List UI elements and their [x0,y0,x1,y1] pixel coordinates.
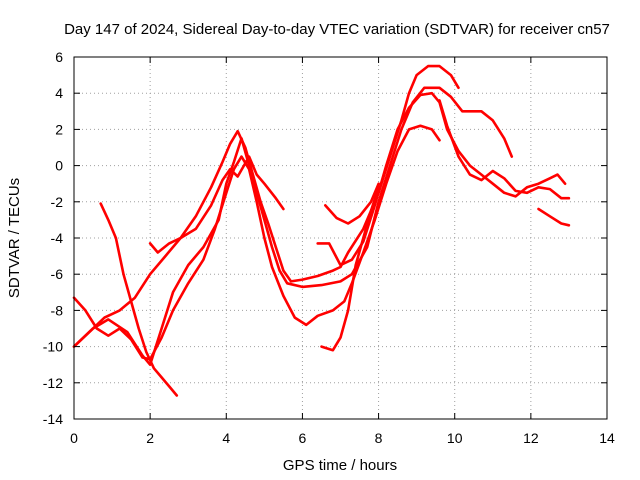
y-tick-label: -4 [51,230,64,246]
series-sat-d [99,202,179,397]
x-tick-label: 6 [299,430,307,446]
series-sat-f [316,91,567,267]
series-sat-j [537,207,571,227]
y-tick-label: -8 [51,302,64,318]
y-tick-label: 4 [55,85,63,101]
y-axis-label: SDTVAR / TECUs [6,178,23,298]
y-tick-label: 2 [55,121,63,137]
y-tick-label: -14 [43,411,63,427]
series-layer [72,64,571,397]
series-sat-a [72,64,460,348]
x-tick-label: 4 [222,430,230,446]
series-sat-i [438,99,571,200]
series-sat-b [72,86,514,366]
x-tick-label: 0 [70,430,78,446]
x-tick-label: 14 [599,430,615,446]
x-tick-label: 10 [447,430,463,446]
y-tick-label: 0 [55,158,63,174]
y-tick-label: 6 [55,49,63,65]
series-sat-e [148,155,285,254]
y-tick-label: -10 [43,339,63,355]
ticks: 0 2 4 6 8 10 12 14 -14 -12 -10 -8 -6 -4 -2 0 2 4 6 [43,49,615,446]
series-sat-g [324,182,380,225]
series-sat-h [320,186,380,352]
y-tick-label: -12 [43,375,63,391]
grid [74,57,607,419]
series-sat-c [72,124,441,361]
chart-title: Day 147 of 2024, Sidereal Day-to-day VTE… [64,21,610,38]
x-tick-label: 2 [146,430,154,446]
plot-frame [73,56,608,420]
y-tick-label: -2 [51,194,64,210]
x-axis-label: GPS time / hours [283,457,397,474]
x-tick-label: 8 [375,430,383,446]
y-tick-label: -6 [51,266,64,282]
x-tick-label: 12 [523,430,539,446]
